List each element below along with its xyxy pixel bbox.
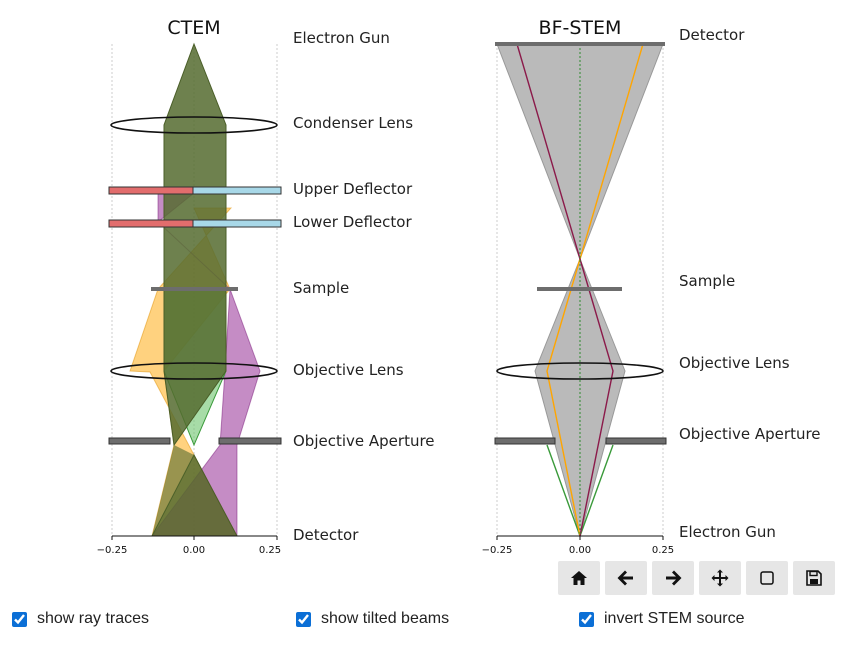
home-icon <box>571 571 587 585</box>
back-button[interactable] <box>605 561 647 595</box>
zoom-button[interactable] <box>746 561 788 595</box>
stem-label-gun: Electron Gun <box>679 523 776 541</box>
stem-aperture-right <box>605 437 667 445</box>
stem-tick-label: 0.25 <box>652 545 674 556</box>
ray-traces-label: show ray traces <box>37 610 150 627</box>
ctem-upper-deflector-left <box>108 186 194 195</box>
stem-aperture-left <box>494 437 556 445</box>
ctem-aperture-right <box>218 437 282 445</box>
save-button[interactable] <box>793 561 835 595</box>
ctem-lower-deflector-left <box>108 219 194 228</box>
ctem-label-objective: Objective Lens <box>293 361 404 379</box>
ctem-beam-olive-top <box>163 42 227 447</box>
ctem-lower-deflector-right <box>192 219 282 228</box>
ctem-label-condenser: Condenser Lens <box>293 114 413 132</box>
stem-title: BF-STEM <box>539 17 622 39</box>
ray-traces-checkbox[interactable] <box>12 611 27 627</box>
ctem-tick-label: 0.25 <box>259 545 281 556</box>
floppy-icon <box>806 570 822 586</box>
optics-figure: CTEM −0.25 0.00 0.2 <box>97 17 821 556</box>
move-icon <box>711 569 729 587</box>
invert-stem-label: invert STEM source <box>604 610 745 627</box>
ray-traces-option[interactable]: show ray traces <box>12 610 149 628</box>
stem-ray-orange <box>546 43 644 537</box>
stem-tick-label: −0.25 <box>482 545 513 556</box>
invert-stem-option[interactable]: invert STEM source <box>579 610 744 628</box>
options-panel: show ray traces show tilted beams invert… <box>12 610 852 634</box>
stem-label-objective: Objective Lens <box>679 354 790 372</box>
stem-objective-lens <box>496 362 664 380</box>
stem-label-aperture: Objective Aperture <box>679 425 821 443</box>
forward-button[interactable] <box>652 561 694 595</box>
ctem-label-aperture: Objective Aperture <box>293 432 435 450</box>
stem-ray-green-left <box>546 444 581 537</box>
ctem-title: CTEM <box>167 17 220 39</box>
ctem-tick-label: −0.25 <box>97 545 128 556</box>
arrow-right-icon <box>666 570 682 586</box>
home-button[interactable] <box>558 561 600 595</box>
ctem-beam-olive-lower-left <box>152 445 194 536</box>
ctem-tick-label: 0.00 <box>183 545 205 556</box>
stem-tick-label: 0.00 <box>569 545 591 556</box>
ctem-objective-lens <box>110 362 278 380</box>
ctem-condenser-lens <box>110 116 278 134</box>
navigation-toolbar <box>558 561 835 595</box>
ctem-label-upper-deflector: Upper Deflector <box>293 180 413 198</box>
ctem-aperture-left <box>108 437 171 445</box>
ctem-label-lower-deflector: Lower Deflector <box>293 213 412 231</box>
square-icon <box>760 571 774 585</box>
stem-ray-maroon <box>516 43 614 537</box>
arrow-left-icon <box>617 570 633 586</box>
ctem-label-sample: Sample <box>293 279 349 297</box>
ctem-label-gun: Electron Gun <box>293 29 390 47</box>
invert-stem-checkbox[interactable] <box>579 611 594 627</box>
stem-ray-green-right <box>579 444 614 537</box>
ctem-upper-deflector-right <box>192 186 282 195</box>
pan-button[interactable] <box>699 561 741 595</box>
stem-panel: BF-STEM −0.25 0.00 0.25 Detector <box>482 17 821 556</box>
tilted-beams-label: show tilted beams <box>321 610 450 627</box>
stem-label-sample: Sample <box>679 272 735 290</box>
tilted-beams-option[interactable]: show tilted beams <box>296 610 449 628</box>
stem-label-detector: Detector <box>679 26 745 44</box>
tilted-beams-checkbox[interactable] <box>296 611 311 627</box>
ctem-label-detector: Detector <box>293 526 359 544</box>
ctem-panel: CTEM −0.25 0.00 0.2 <box>97 17 435 556</box>
